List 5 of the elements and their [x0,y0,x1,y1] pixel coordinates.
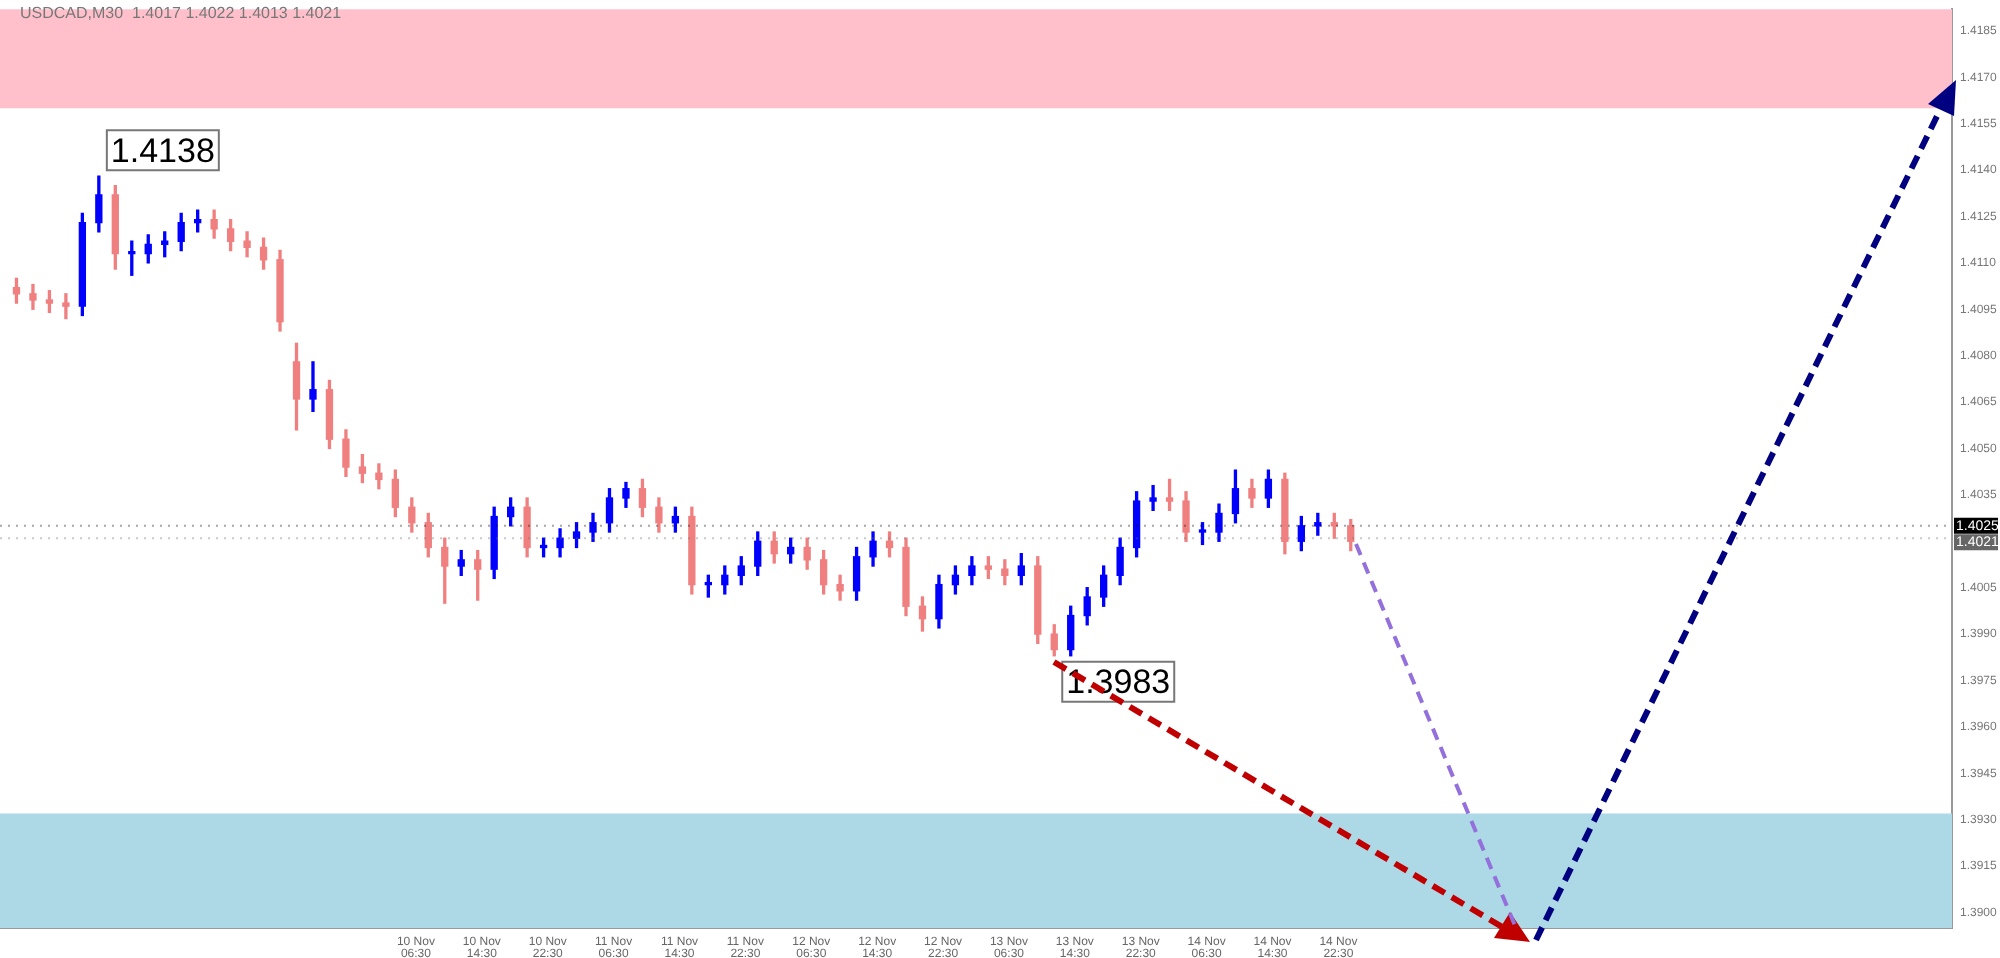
candlestick [1149,484,1157,512]
candlestick [62,293,70,320]
candlestick [309,361,317,413]
annotation: 1.4138 [110,131,215,170]
annotation: USDCAD,M30 1.4017 1.4022 1.4013 1.4021 [20,4,343,23]
